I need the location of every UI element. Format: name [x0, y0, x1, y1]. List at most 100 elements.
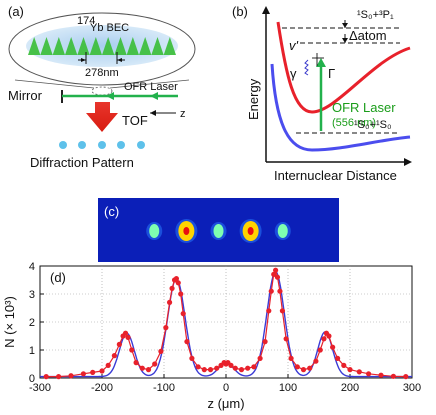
Gamma-label: Γ	[328, 66, 335, 81]
data-point	[326, 333, 332, 339]
data-point	[169, 285, 175, 291]
diffraction-label: Diffraction Pattern	[30, 155, 134, 170]
data-point	[68, 373, 74, 379]
data-point	[245, 365, 251, 371]
data-point	[122, 330, 129, 336]
ofr-wavelength-label: (556 nm)	[332, 117, 376, 129]
lattice-tooth	[151, 37, 164, 55]
y-tick-label: 4	[29, 261, 35, 273]
data-point	[189, 355, 195, 361]
tof-arrow	[86, 102, 118, 132]
data-point	[341, 362, 347, 368]
data-point	[105, 362, 111, 368]
blob-core	[183, 227, 190, 235]
data-point	[273, 267, 279, 273]
data-point	[111, 353, 117, 359]
detuning-label: Δatom	[349, 28, 387, 43]
data-point	[158, 348, 164, 354]
data-point	[294, 364, 300, 370]
data-point	[330, 344, 336, 350]
data-point	[366, 371, 372, 377]
lower-asymptote-label: ¹S₀+¹S₀	[354, 119, 392, 131]
lattice-tooth	[102, 37, 115, 55]
y-axis-label: N (× 10³)	[2, 296, 17, 348]
panel-b-label: (b)	[232, 4, 248, 19]
data-point	[173, 276, 179, 282]
y-tick-label: 0	[29, 373, 35, 385]
lattice-tooth	[40, 37, 53, 55]
data-point	[262, 339, 268, 345]
ground-potential	[270, 63, 411, 152]
data-point	[175, 280, 181, 286]
data-point	[195, 364, 201, 370]
data-point	[317, 347, 323, 353]
x-tick-label: 200	[341, 382, 359, 394]
data-point	[180, 311, 186, 317]
data-point	[238, 367, 245, 373]
data-point	[300, 367, 307, 373]
lattice-tooth	[126, 37, 139, 55]
lattice-tooth	[139, 37, 152, 55]
data-point	[313, 358, 319, 364]
x-tick-label: 300	[403, 382, 421, 394]
mirror-label: Mirror	[8, 88, 43, 103]
bec-cloud	[26, 25, 178, 67]
panel-a: (a) 174 Yb BEC 278nm Mirror OFR Laser z …	[8, 4, 196, 170]
x-tick-label: -300	[29, 382, 51, 394]
data-point	[378, 372, 384, 378]
data-point	[152, 361, 158, 367]
data-point	[99, 368, 105, 374]
data-point	[56, 374, 62, 380]
lattice-tooth	[163, 37, 176, 55]
data-point	[283, 336, 289, 342]
data-point	[321, 336, 327, 342]
bec-mass-label: 174	[77, 15, 95, 27]
panel-a-label: (a)	[8, 4, 24, 19]
x-tick-label: -200	[91, 382, 113, 394]
lattice-tooth	[77, 37, 90, 55]
lattice-tooth	[65, 37, 78, 55]
upper-asymptote-label: ¹S₀+³P₁	[357, 9, 394, 21]
data-point	[207, 367, 214, 373]
tof-label: TOF	[122, 113, 148, 128]
excited-potential	[276, 21, 411, 114]
data-point	[80, 371, 86, 377]
lattice-tooth	[52, 37, 65, 55]
data-point	[129, 347, 135, 353]
data-point	[214, 365, 220, 371]
blob-mid	[277, 224, 288, 238]
data-point	[43, 374, 49, 380]
y-tick-label: 2	[29, 317, 35, 329]
data-point	[232, 365, 238, 371]
x-tick-label: 100	[279, 382, 297, 394]
y-tick-label: 3	[29, 289, 35, 301]
data-point	[335, 355, 341, 361]
data-point	[139, 365, 145, 371]
ofr-laser-label: OFR Laser	[332, 100, 396, 115]
lattice-spacing: 278nm	[85, 67, 119, 79]
panel-d-label: (d)	[50, 270, 66, 285]
data-point	[266, 308, 272, 314]
axis-z-label: z	[180, 108, 186, 120]
bec-label: Yb BEC	[90, 22, 129, 34]
data-point	[356, 369, 362, 375]
x-tick-label: 0	[223, 382, 229, 394]
data-point	[201, 367, 207, 373]
panel-d-plot: -300 -200 -100 0 100 200 300 0 1 2 3 4 (d) z (μm) N (×…	[2, 261, 421, 411]
data-point	[403, 374, 409, 380]
data-point	[279, 308, 286, 314]
v-prime-label: v'	[289, 38, 299, 53]
data-point	[184, 339, 190, 345]
panel-c: (c)	[98, 198, 339, 262]
distance-axis-label: Internuclear Distance	[274, 168, 397, 183]
lattice-teeth	[28, 37, 176, 55]
energy-axis-label: Energy	[246, 78, 261, 120]
data-point	[268, 288, 274, 294]
x-tick-label: -100	[153, 382, 175, 394]
absorption-peaks	[146, 219, 291, 243]
data-point	[228, 362, 234, 368]
data-point	[166, 299, 173, 305]
data-point	[307, 365, 313, 371]
data-point	[163, 325, 169, 331]
